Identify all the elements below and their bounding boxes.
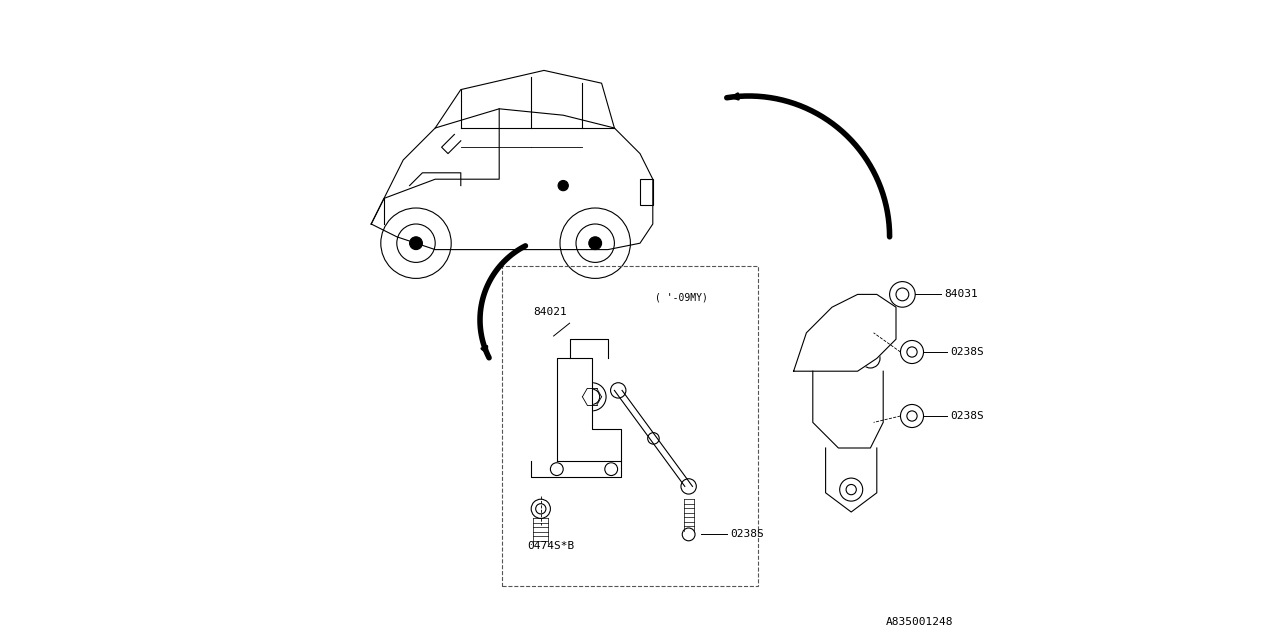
- Polygon shape: [813, 371, 883, 448]
- Text: 84021: 84021: [534, 307, 567, 317]
- Circle shape: [410, 237, 422, 250]
- Text: 0238S: 0238S: [730, 529, 764, 540]
- Text: 0238S: 0238S: [951, 411, 984, 421]
- Polygon shape: [794, 294, 896, 371]
- Text: 0474S*B: 0474S*B: [527, 541, 573, 551]
- Text: ( '-09MY): ( '-09MY): [655, 292, 708, 303]
- Polygon shape: [557, 358, 621, 461]
- Circle shape: [558, 180, 568, 191]
- Text: 84031: 84031: [945, 289, 978, 300]
- Bar: [640, 179, 653, 205]
- Text: A835001248: A835001248: [886, 617, 954, 627]
- Bar: [502, 266, 759, 586]
- Circle shape: [589, 237, 602, 250]
- Text: 0238S: 0238S: [951, 347, 984, 357]
